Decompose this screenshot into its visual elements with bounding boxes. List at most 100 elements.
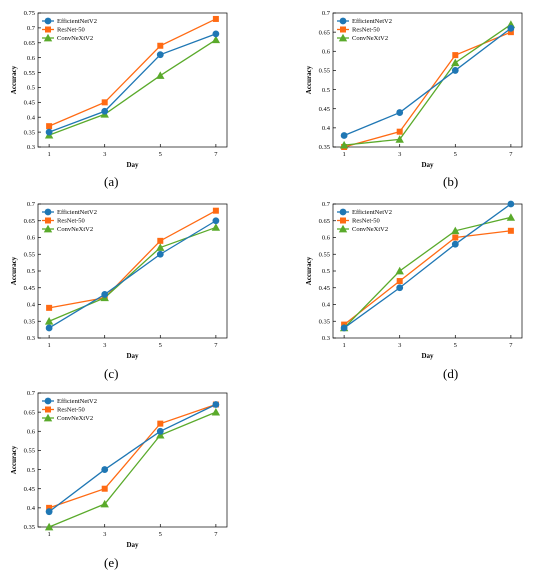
- x-tick-label: 7: [509, 342, 513, 349]
- x-tick-label: 1: [47, 531, 50, 538]
- y-tick-label: 0.55: [319, 251, 330, 258]
- data-point: [396, 128, 403, 135]
- legend-marker: [45, 406, 51, 413]
- y-axis-label: Accuracy: [10, 65, 18, 94]
- chart-panel-e: 0.35 0.4 0.45 0.5 0.55 0.6 0.65 0.7 1 3 5 7 Day Accur…: [10, 390, 228, 549]
- legend-marker: [338, 224, 348, 233]
- y-tick-label: 0.45: [319, 285, 330, 292]
- legend-entry: ResNet-50: [57, 27, 85, 34]
- series-line: [48, 18, 217, 127]
- data-point: [507, 200, 515, 208]
- data-point: [100, 499, 109, 508]
- data-point: [156, 250, 164, 258]
- data-point: [211, 407, 221, 416]
- x-tick-label: 7: [509, 151, 513, 158]
- legend-entry: ResNet-50: [57, 218, 85, 225]
- y-tick-label: 0.35: [319, 318, 330, 325]
- data-point: [45, 324, 53, 332]
- series-line: [48, 220, 217, 329]
- series-efficientnetv2: [340, 24, 515, 139]
- legend-marker: [340, 217, 346, 224]
- data-point: [506, 213, 516, 221]
- legend-entry: ConvNeXtV2: [57, 415, 93, 422]
- y-tick-label: 0.3: [27, 335, 35, 342]
- legend-entry: EfficientNetV2: [57, 398, 97, 405]
- y-tick-label: 0.7: [27, 390, 36, 397]
- data-point: [507, 29, 514, 36]
- data-point: [395, 266, 404, 275]
- x-tick-label: 7: [214, 531, 218, 538]
- legend-entry: ConvNeXtV2: [352, 35, 388, 42]
- y-tick-label: 0.6: [27, 235, 36, 242]
- chart-panel-a: 0.3 0.35 0.4 0.45 0.5 0.55 0.6 0.65 0.7 0.75 1 3 5 7 D…: [10, 10, 228, 169]
- legend-marker: [45, 26, 51, 33]
- series-line: [343, 203, 512, 329]
- y-tick-label: 0.45: [24, 486, 35, 493]
- series-line: [344, 23, 512, 146]
- y-tick-label: 0.7: [322, 201, 331, 208]
- y-tick-label: 0.7: [322, 10, 331, 17]
- x-tick-label: 5: [159, 531, 162, 538]
- data-point: [156, 430, 165, 439]
- data-point: [451, 67, 459, 74]
- y-tick-label: 0.6: [27, 428, 36, 435]
- data-point: [452, 52, 459, 59]
- data-point: [101, 291, 109, 298]
- series-resnet-50: [341, 227, 514, 328]
- panel-label-c: (c): [104, 366, 119, 381]
- legend-marker: [44, 208, 52, 216]
- data-point: [46, 304, 53, 311]
- series-line: [48, 411, 217, 528]
- legend-entry: ResNet-50: [57, 407, 85, 414]
- panel-label-a: (a): [104, 174, 119, 189]
- y-tick-label: 0.6: [27, 55, 36, 62]
- data-point: [507, 227, 514, 234]
- x-tick-label: 1: [47, 151, 50, 158]
- chart-panel-d: 0.3 0.35 0.4 0.45 0.5 0.55 0.6 0.65 0.7 1 3 5 7 Day Ac…: [305, 200, 523, 360]
- data-point: [46, 123, 53, 130]
- plot-frame: [37, 392, 228, 528]
- series-convnextv2: [44, 35, 221, 139]
- legend-entry: ConvNeXtV2: [57, 226, 93, 233]
- x-tick-label: 5: [454, 342, 457, 349]
- series-line: [49, 210, 217, 309]
- y-tick-label: 0.55: [24, 251, 35, 258]
- y-tick-label: 0.45: [24, 285, 35, 292]
- legend-marker: [44, 17, 52, 25]
- x-axis-label: Day: [126, 161, 139, 169]
- legend-entry: EfficientNetV2: [352, 209, 392, 216]
- y-tick-label: 0.6: [322, 48, 331, 55]
- y-tick-label: 0.7: [27, 25, 36, 32]
- legend-entry: EfficientNetV2: [57, 209, 97, 216]
- y-tick-label: 0.4: [322, 125, 331, 132]
- legend-entry: EfficientNetV2: [352, 18, 392, 25]
- data-point: [451, 58, 460, 67]
- series-efficientnetv2: [340, 200, 515, 332]
- y-tick-label: 0.65: [319, 29, 330, 36]
- data-point: [451, 240, 459, 248]
- x-tick-label: 1: [47, 342, 50, 349]
- y-tick-label: 0.65: [24, 218, 35, 225]
- legend-marker: [338, 33, 348, 42]
- data-point: [396, 278, 403, 285]
- y-tick-label: 0.4: [27, 505, 36, 512]
- y-axis-label: Accuracy: [10, 256, 18, 285]
- y-tick-label: 0.55: [24, 70, 35, 77]
- x-tick-label: 7: [214, 151, 218, 158]
- data-point: [157, 42, 164, 49]
- data-point: [101, 466, 109, 473]
- y-tick-label: 0.4: [27, 302, 36, 309]
- y-axis-label: Accuracy: [10, 445, 18, 474]
- chart-panel-b: 0.35 0.4 0.45 0.5 0.55 0.6 0.65 0.7 1 3 5 7 Day Accur…: [305, 10, 523, 169]
- y-tick-label: 0.6: [322, 235, 331, 242]
- legend-entry: ResNet-50: [352, 218, 380, 225]
- x-tick-label: 1: [342, 151, 345, 158]
- data-point: [340, 132, 348, 139]
- y-tick-label: 0.65: [319, 218, 330, 225]
- data-point: [156, 71, 165, 79]
- data-point: [452, 234, 459, 241]
